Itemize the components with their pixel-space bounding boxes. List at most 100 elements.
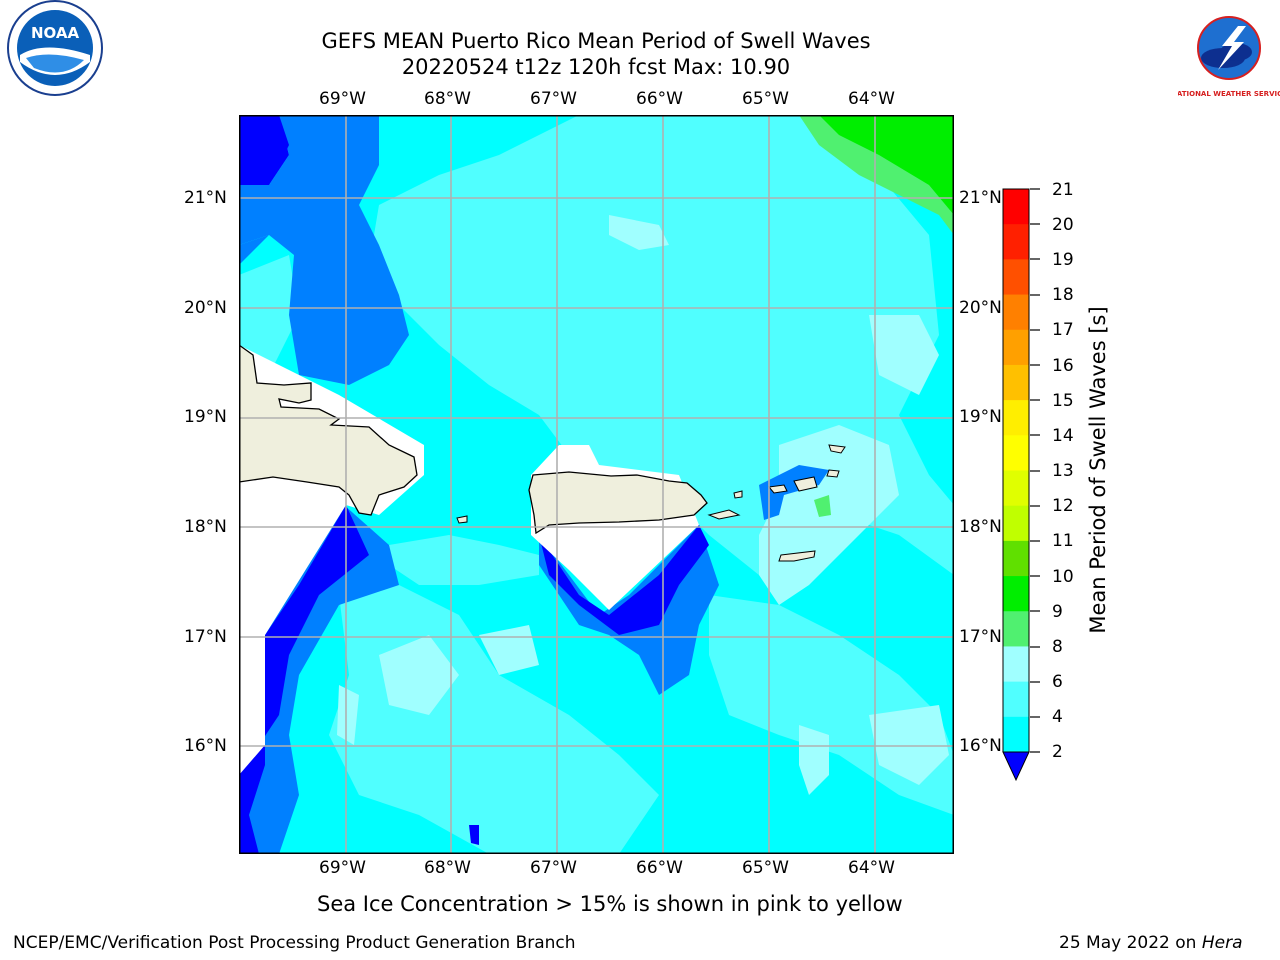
chart-subtitle: 20220524 t12z 120h fcst Max: 10.90 (401, 55, 791, 79)
footer-left: NCEP/EMC/Verification Post Processing Pr… (13, 933, 576, 953)
land-mona-island (456, 515, 468, 524)
colorbar-cell (1003, 470, 1029, 507)
colorbar-tick: 14 (1052, 426, 1074, 446)
land-vieques (707, 509, 741, 520)
land-anegada-north (828, 444, 846, 454)
lon-label-top: 67°W (530, 89, 577, 109)
colorbar-cell (1003, 646, 1029, 683)
contour-light-cyan (389, 535, 539, 585)
land-culebra (733, 490, 743, 499)
lat-label-left: 17°N (184, 627, 227, 647)
colorbar-tick: 19 (1052, 250, 1074, 270)
contour-deep-blue (539, 525, 709, 635)
colorbar-tick: 8 (1052, 637, 1063, 657)
lat-label-left: 19°N (184, 407, 227, 427)
colorbar-label: Mean Period of Swell Waves [s] (1086, 306, 1110, 634)
map-frame (239, 115, 954, 854)
swell-period-map (239, 115, 954, 854)
colorbar-tick: 16 (1052, 356, 1074, 376)
colorbar-cell (1003, 224, 1029, 260)
colorbar-cell (1003, 716, 1029, 753)
colorbar-tick-marks (1030, 188, 1040, 753)
colorbar-tick: 11 (1052, 531, 1074, 551)
noaa-logo: NOAA (7, 0, 103, 96)
contour-mid-blue (239, 505, 399, 854)
lat-label-left: 21°N (184, 188, 227, 208)
chart-title: GEFS MEAN Puerto Rico Mean Period of Swe… (321, 29, 871, 53)
noaa-logo-text: NOAA (31, 24, 80, 42)
lon-label-bottom: 68°W (424, 858, 471, 878)
contour-light-green (814, 495, 831, 517)
lon-label-top: 69°W (319, 89, 366, 109)
lat-label-left: 20°N (184, 298, 227, 318)
contour-pale-cyan (337, 685, 359, 745)
colorbar-cell (1003, 189, 1029, 225)
nws-logo: NATIONAL WEATHER SERVICE (1178, 2, 1280, 98)
lon-label-bottom: 67°W (530, 858, 577, 878)
land-st-thomas (768, 484, 788, 494)
contour-green (819, 115, 954, 215)
lon-label-top: 65°W (742, 89, 789, 109)
colorbar-cell (1003, 505, 1029, 542)
colorbar-tick: 15 (1052, 391, 1074, 411)
contour-deep-blue (239, 115, 289, 185)
colorbar-cell (1003, 294, 1029, 331)
colorbar-cell (1003, 576, 1029, 612)
contour-pale-cyan (869, 705, 949, 785)
contour-pale-cyan (799, 725, 829, 795)
nws-logo-text: NATIONAL WEATHER SERVICE (1178, 90, 1280, 98)
colorbar-tick: 12 (1052, 496, 1074, 516)
colorbar-cell (1003, 435, 1029, 471)
land-hispaniola (239, 344, 418, 516)
colorbar-cell (1003, 540, 1029, 577)
colorbar (1002, 188, 1030, 782)
contour-pale-cyan (379, 635, 459, 715)
colorbar-cell (1003, 259, 1029, 296)
colorbar-frame (1002, 188, 1030, 753)
footer-date: 25 May 2022 on (1059, 933, 1202, 953)
colorbar-cell (1003, 681, 1029, 718)
lat-label-right: 21°N (959, 188, 1002, 208)
sea-ice-caption: Sea Ice Concentration > 15% is shown in … (317, 892, 903, 916)
footer-host: Hera (1201, 933, 1243, 953)
colorbar-extend-arrow (1002, 751, 1030, 782)
grid-lines (239, 115, 954, 854)
colorbar-tick: 21 (1052, 180, 1074, 200)
contour-mid-blue (239, 235, 269, 265)
land-anegada (826, 469, 840, 478)
contour-mid-blue (239, 115, 409, 385)
colorbar-tick: 20 (1052, 215, 1074, 235)
contour-pale-cyan (869, 315, 939, 395)
lat-label-right: 20°N (959, 298, 1002, 318)
colorbar-tick: 13 (1052, 461, 1074, 481)
lon-label-bottom: 65°W (742, 858, 789, 878)
lon-label-top: 64°W (848, 89, 895, 109)
contour-pale-cyan (609, 215, 669, 250)
colorbar-tick: 17 (1052, 320, 1074, 340)
contour-deep-blue (469, 825, 479, 845)
colorbar-tick: 18 (1052, 285, 1074, 305)
lon-label-bottom: 69°W (319, 858, 366, 878)
lat-label-right: 18°N (959, 517, 1002, 537)
lat-label-right: 17°N (959, 627, 1002, 647)
lat-label-left: 18°N (184, 517, 227, 537)
lon-label-top: 68°W (424, 89, 471, 109)
colorbar-cell (1003, 400, 1029, 436)
land-tortola (793, 476, 818, 492)
lat-label-left: 16°N (184, 736, 227, 756)
lon-label-top: 66°W (636, 89, 683, 109)
colorbar-tick: 6 (1052, 672, 1063, 692)
land-st-croix (778, 550, 816, 562)
colorbar-cell (1003, 611, 1029, 647)
colorbar-cell (1003, 329, 1029, 366)
colorbar-cell (1003, 364, 1029, 401)
footer-right: 25 May 2022 on Hera (1059, 933, 1243, 953)
lat-label-right: 19°N (959, 407, 1002, 427)
colorbar-tick: 4 (1052, 707, 1063, 727)
colorbar-tick: 10 (1052, 567, 1074, 587)
lat-label-right: 16°N (959, 736, 1002, 756)
colorbar-cells (1003, 189, 1029, 753)
lon-label-bottom: 66°W (636, 858, 683, 878)
colorbar-tick: 9 (1052, 602, 1063, 622)
colorbar-tick: 2 (1052, 742, 1063, 762)
